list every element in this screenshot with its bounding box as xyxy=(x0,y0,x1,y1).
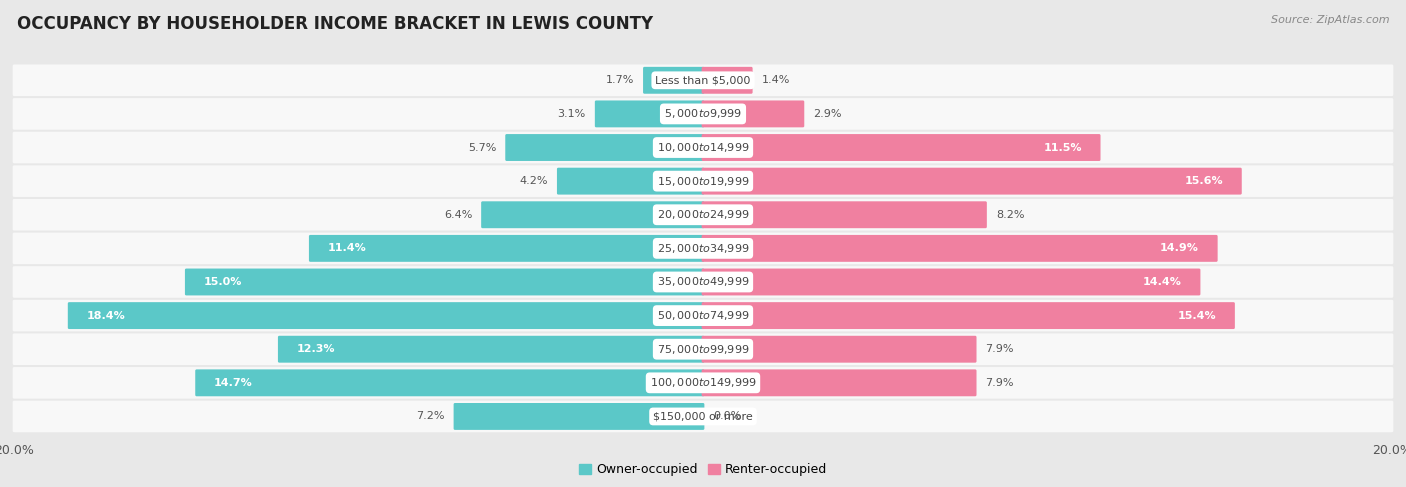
Text: 11.5%: 11.5% xyxy=(1043,143,1083,152)
FancyBboxPatch shape xyxy=(13,266,1393,298)
Text: 18.4%: 18.4% xyxy=(86,311,125,320)
Legend: Owner-occupied, Renter-occupied: Owner-occupied, Renter-occupied xyxy=(574,458,832,482)
Text: 3.1%: 3.1% xyxy=(558,109,586,119)
Text: 15.0%: 15.0% xyxy=(204,277,242,287)
Text: $75,000 to $99,999: $75,000 to $99,999 xyxy=(657,343,749,356)
Text: 14.9%: 14.9% xyxy=(1160,244,1199,253)
FancyBboxPatch shape xyxy=(67,302,704,329)
FancyBboxPatch shape xyxy=(595,100,704,128)
Text: $150,000 or more: $150,000 or more xyxy=(654,412,752,421)
Text: $20,000 to $24,999: $20,000 to $24,999 xyxy=(657,208,749,221)
Text: 7.2%: 7.2% xyxy=(416,412,444,421)
Text: 5.7%: 5.7% xyxy=(468,143,496,152)
FancyBboxPatch shape xyxy=(13,64,1393,96)
Text: $100,000 to $149,999: $100,000 to $149,999 xyxy=(650,376,756,389)
Text: 8.2%: 8.2% xyxy=(995,210,1025,220)
FancyBboxPatch shape xyxy=(13,131,1393,163)
FancyBboxPatch shape xyxy=(643,67,704,94)
Text: 15.4%: 15.4% xyxy=(1178,311,1216,320)
Text: $25,000 to $34,999: $25,000 to $34,999 xyxy=(657,242,749,255)
Text: $5,000 to $9,999: $5,000 to $9,999 xyxy=(664,108,742,120)
FancyBboxPatch shape xyxy=(186,268,704,296)
FancyBboxPatch shape xyxy=(13,300,1393,331)
FancyBboxPatch shape xyxy=(702,100,804,128)
FancyBboxPatch shape xyxy=(13,166,1393,197)
Text: 7.9%: 7.9% xyxy=(986,378,1014,388)
FancyBboxPatch shape xyxy=(13,199,1393,230)
FancyBboxPatch shape xyxy=(702,168,1241,195)
FancyBboxPatch shape xyxy=(454,403,704,430)
Text: 1.7%: 1.7% xyxy=(606,75,634,85)
Text: OCCUPANCY BY HOUSEHOLDER INCOME BRACKET IN LEWIS COUNTY: OCCUPANCY BY HOUSEHOLDER INCOME BRACKET … xyxy=(17,15,652,33)
FancyBboxPatch shape xyxy=(702,268,1201,296)
Text: 12.3%: 12.3% xyxy=(297,344,335,354)
FancyBboxPatch shape xyxy=(13,233,1393,264)
Text: 1.4%: 1.4% xyxy=(762,75,790,85)
FancyBboxPatch shape xyxy=(702,134,1101,161)
FancyBboxPatch shape xyxy=(702,302,1234,329)
Text: 0.0%: 0.0% xyxy=(713,412,741,421)
FancyBboxPatch shape xyxy=(13,401,1393,432)
FancyBboxPatch shape xyxy=(309,235,704,262)
FancyBboxPatch shape xyxy=(481,201,704,228)
FancyBboxPatch shape xyxy=(702,67,752,94)
FancyBboxPatch shape xyxy=(505,134,704,161)
FancyBboxPatch shape xyxy=(702,336,977,363)
FancyBboxPatch shape xyxy=(13,367,1393,399)
FancyBboxPatch shape xyxy=(702,201,987,228)
Text: 2.9%: 2.9% xyxy=(813,109,842,119)
FancyBboxPatch shape xyxy=(13,334,1393,365)
FancyBboxPatch shape xyxy=(702,235,1218,262)
Text: 14.4%: 14.4% xyxy=(1143,277,1182,287)
Text: $10,000 to $14,999: $10,000 to $14,999 xyxy=(657,141,749,154)
Text: 6.4%: 6.4% xyxy=(444,210,472,220)
Text: 14.7%: 14.7% xyxy=(214,378,253,388)
Text: 15.6%: 15.6% xyxy=(1184,176,1223,186)
Text: 7.9%: 7.9% xyxy=(986,344,1014,354)
FancyBboxPatch shape xyxy=(557,168,704,195)
FancyBboxPatch shape xyxy=(702,369,977,396)
Text: $35,000 to $49,999: $35,000 to $49,999 xyxy=(657,276,749,288)
Text: Less than $5,000: Less than $5,000 xyxy=(655,75,751,85)
FancyBboxPatch shape xyxy=(195,369,704,396)
Text: 4.2%: 4.2% xyxy=(519,176,548,186)
Text: 11.4%: 11.4% xyxy=(328,244,367,253)
Text: $15,000 to $19,999: $15,000 to $19,999 xyxy=(657,175,749,187)
Text: Source: ZipAtlas.com: Source: ZipAtlas.com xyxy=(1271,15,1389,25)
FancyBboxPatch shape xyxy=(278,336,704,363)
FancyBboxPatch shape xyxy=(13,98,1393,130)
Text: $50,000 to $74,999: $50,000 to $74,999 xyxy=(657,309,749,322)
